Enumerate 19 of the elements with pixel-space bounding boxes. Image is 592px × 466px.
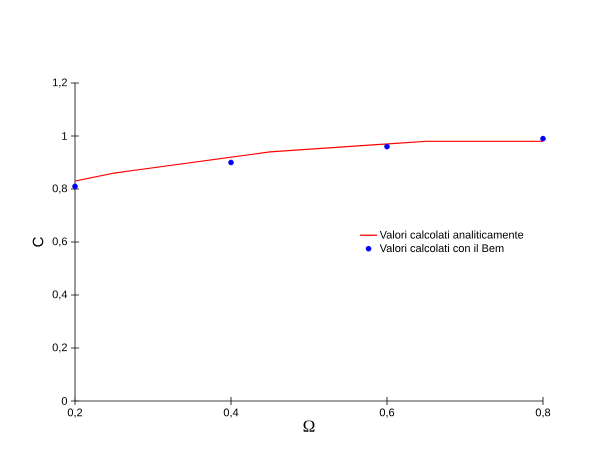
legend-label: Valori calcolati analiticamente [380, 230, 524, 239]
y-tick-label: 0,8 [52, 184, 67, 194]
x-tick-label: 0,2 [68, 408, 82, 418]
y-tick-label: 0,4 [52, 290, 68, 300]
point [72, 184, 78, 190]
x-tick-label: 0,8 [536, 408, 550, 418]
y-tick-label: 1 [62, 132, 67, 140]
legend-label: Valori calcolati con il Bem [380, 244, 504, 252]
y-tick-label: 0,6 [52, 237, 67, 247]
y-tick-label: 1,2 [53, 78, 67, 88]
point [384, 144, 390, 150]
y-tick-label: 0 [62, 397, 68, 405]
point [540, 136, 546, 142]
y-tick-label: 0,2 [52, 343, 67, 353]
x-tick-label: 0,4 [224, 408, 238, 418]
x-tick-label: 0,6 [380, 408, 394, 418]
y-axis-title: C [32, 237, 44, 247]
x-axis-title: Ω [304, 420, 314, 432]
point [228, 160, 234, 166]
